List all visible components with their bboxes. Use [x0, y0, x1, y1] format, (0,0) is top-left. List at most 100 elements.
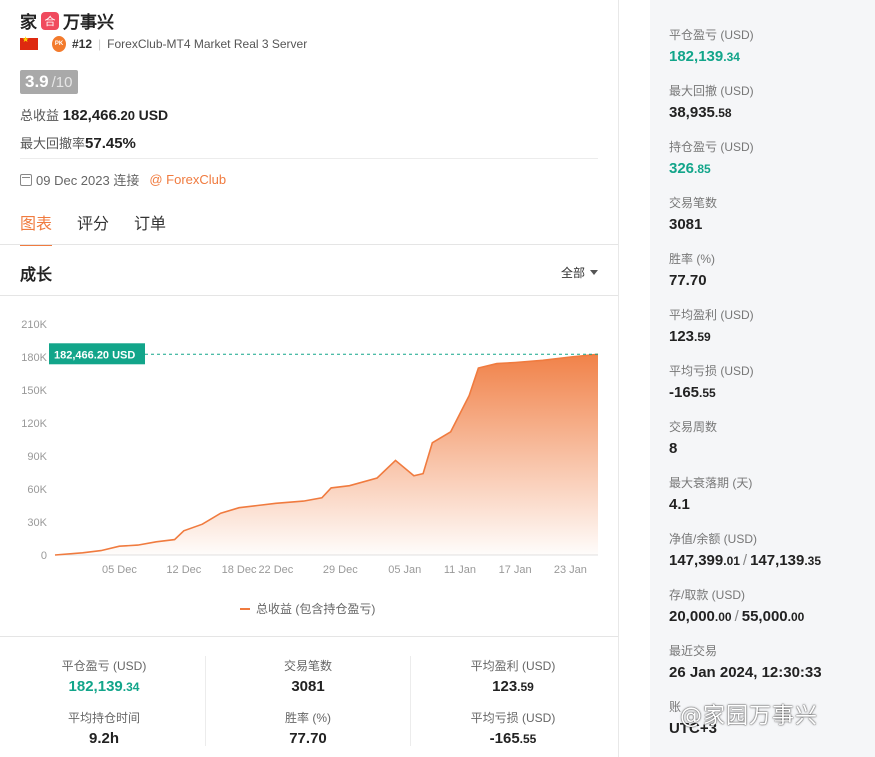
sidebar-stat-label: 平仓盈亏 (USD)	[669, 28, 754, 42]
bottom-stat: 平均盈利 (USD) 123.59	[411, 657, 615, 695]
bottom-stat: 胜率 (%) 77.70	[206, 709, 410, 747]
sidebar-stat: 交易周数 8	[669, 418, 717, 457]
bottom-stat-value: 3081	[206, 678, 410, 695]
sidebar-stat-int: 3081	[669, 216, 703, 233]
meta-separator: |	[98, 37, 102, 51]
bottom-stat-value: 9.2h	[2, 730, 206, 747]
bottom-stat-value: 123.59	[411, 678, 615, 695]
sidebar-stat-value: 3081	[669, 216, 717, 233]
sidebar-stat-value: 147,399.01/147,139.35	[669, 552, 821, 569]
x-tick-label: 18 Dec	[222, 564, 257, 576]
sidebar-stat-int: 326	[669, 160, 695, 177]
bottom-stat-dec: .55	[519, 732, 537, 746]
y-tick-label: 60K	[27, 484, 47, 496]
growth-area	[55, 354, 598, 555]
y-tick-label: 180K	[21, 352, 47, 364]
score-max: /10	[51, 74, 73, 91]
range-dropdown-label: 全部	[561, 266, 586, 280]
stat-divider	[205, 656, 206, 746]
sidebar-stat-label: 最大回撤 (USD)	[669, 84, 754, 98]
sidebar-stat-value: 8	[669, 440, 717, 457]
account-meta: PK #12 | ForexClub-MT4 Market Real 3 Ser…	[20, 35, 308, 52]
rank-label: #12	[72, 37, 93, 51]
y-axis: 0 30K 60K 90K 120K 150K 180K 210K	[21, 319, 47, 562]
total-profit-int: 182,466	[62, 107, 117, 124]
sidebar-stat: 交易笔数 3081	[669, 194, 717, 233]
column-divider	[618, 0, 619, 757]
sidebar-stat-dec2: .00	[787, 610, 805, 624]
total-profit-unit: USD	[138, 107, 169, 123]
sidebar-stat: 账 UTC+3	[669, 698, 717, 737]
pk-flame-icon: PK	[52, 36, 66, 52]
sidebar-stat-label: 持仓盈亏 (USD)	[669, 140, 754, 154]
sidebar-stat-label: 平均盈利 (USD)	[669, 308, 754, 322]
y-tick-label: 90K	[27, 451, 47, 463]
y-tick-label: 30K	[27, 517, 47, 529]
sidebar-stat-int2: 55,000	[741, 608, 788, 625]
caret-down-icon	[590, 270, 599, 275]
chart-legend[interactable]: 总收益 (包含持仓盈亏)	[240, 600, 375, 617]
growth-title: 成长	[20, 267, 53, 284]
divider	[20, 158, 598, 159]
bottom-stat-label: 平仓盈亏 (USD)	[61, 659, 147, 673]
sidebar-stat: 平均盈利 (USD) 123.59	[669, 306, 754, 345]
x-tick-label: 29 Dec	[323, 564, 358, 576]
tab-orders[interactable]: 订单	[134, 216, 167, 233]
bottom-stat-label: 平均盈利 (USD)	[470, 659, 556, 673]
stats-divider	[0, 636, 618, 637]
x-axis: 05 Dec 12 Dec 18 Dec 22 Dec 29 Dec 05 Jan 11 J…	[55, 554, 598, 576]
range-dropdown[interactable]: 全部	[561, 264, 599, 281]
server-name: ForexClub-MT4 Market Real 3 Server	[107, 37, 308, 51]
bottom-stat-value: 77.70	[206, 730, 410, 747]
sidebar-stat-dec: .01	[723, 554, 740, 568]
sidebar-stat-value: 26 Jan 2024, 12:30:33	[669, 664, 822, 681]
sidebar-stat-value: 182,139.34	[669, 48, 754, 65]
sidebar-stat-dec: .58	[714, 106, 732, 120]
sidebar-stat-label: 平均亏损 (USD)	[669, 364, 754, 378]
value-separator: /	[734, 608, 739, 625]
china-flag-icon	[20, 35, 38, 50]
sidebar-stat-dec2: .35	[804, 554, 822, 568]
broker-link[interactable]: @ ForexClub	[149, 172, 227, 187]
current-value-text: 182,466.20 USD	[54, 349, 135, 361]
sidebar-stat-value: 20,000.00/55,000.00	[669, 608, 804, 625]
current-value-label: 182,466.20 USD	[49, 343, 145, 365]
max-drawdown-rate-label: 最大回撤率	[20, 136, 86, 151]
sidebar-stat-int: 26 Jan 2024, 12:30:33	[669, 664, 822, 681]
sidebar-stat-int: 38,935	[669, 104, 715, 121]
bottom-stat: 平仓盈亏 (USD) 182,139.34	[2, 657, 206, 695]
sidebar-stat: 持仓盈亏 (USD) 326.85	[669, 138, 754, 177]
sidebar-stat-label: 交易周数	[669, 420, 718, 434]
tab-bar: 图表 评分 订单	[20, 210, 191, 246]
sidebar-stat-label: 账	[669, 700, 682, 714]
bottom-stat-dec: .34	[122, 680, 140, 694]
sidebar-stat-value: UTC+3	[669, 720, 717, 737]
sidebar-stat: 存/取款 (USD) 20,000.00/55,000.00	[669, 586, 804, 625]
title-text-1: 家	[20, 13, 37, 32]
total-profit-dec: .20	[116, 108, 135, 123]
bottom-stat-int: -165	[489, 730, 520, 747]
stats-sidebar	[650, 0, 875, 757]
x-tick-label: 05 Jan	[388, 564, 421, 576]
sidebar-stat-label: 存/取款 (USD)	[669, 588, 745, 602]
tab-chart[interactable]: 图表	[20, 210, 53, 246]
sidebar-stat-dec: .34	[723, 50, 740, 64]
sidebar-stat-int: 20,000	[669, 608, 715, 625]
growth-chart: 0 30K 60K 90K 120K 150K 180K 210K 05 Dec 12 Dec 1…	[21, 319, 599, 576]
x-tick-label: 17 Jan	[499, 564, 532, 576]
sidebar-stat-dec: .55	[699, 386, 716, 400]
sidebar-stat-dec: .00	[714, 610, 732, 624]
bottom-stat-label: 胜率 (%)	[285, 711, 331, 725]
bottom-stat-int: 9.2h	[88, 730, 119, 747]
bottom-stat-int: 182,139	[68, 678, 123, 695]
tab-rating[interactable]: 评分	[77, 216, 110, 233]
sidebar-stat-value: 123.59	[669, 328, 754, 345]
watermark: @家园万事兴	[680, 704, 819, 729]
growth-line	[54, 353, 599, 556]
score-value: 3.9	[25, 72, 49, 91]
bottom-stat-int: 3081	[291, 678, 325, 695]
sidebar-stat-dec: .59	[694, 330, 711, 344]
sidebar-stat-int: UTC+3	[669, 720, 717, 737]
x-tick-label: 12 Dec	[166, 564, 201, 576]
score-badge: 3.9 /10	[20, 70, 78, 94]
